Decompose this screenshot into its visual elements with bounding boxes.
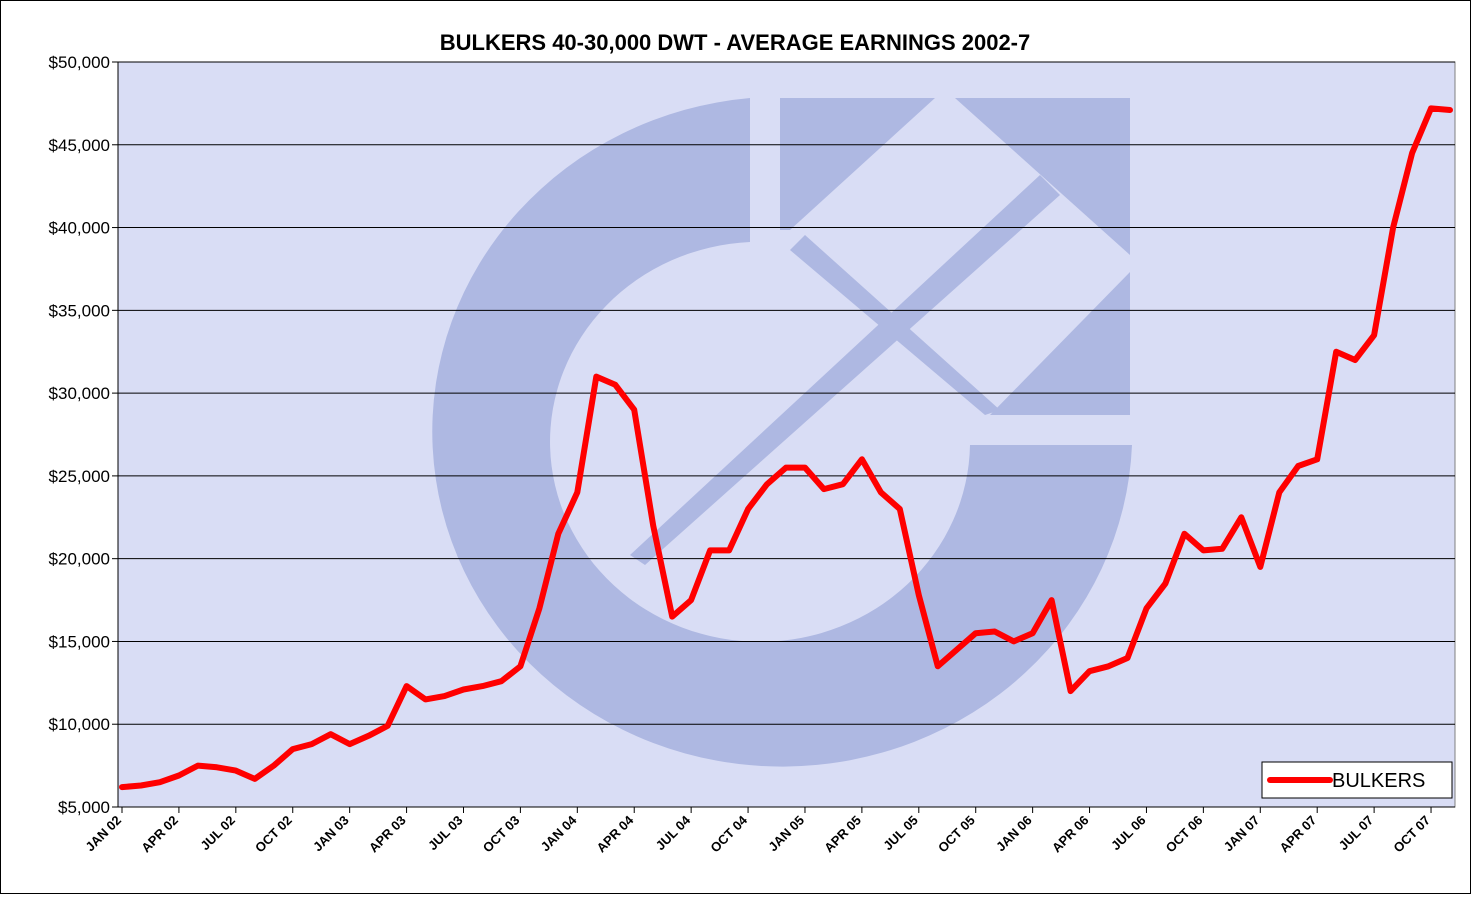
y-tick-label: $50,000 (49, 53, 110, 72)
y-tick-label: $15,000 (49, 632, 110, 651)
y-tick-label: $40,000 (49, 219, 110, 238)
y-tick-label: $10,000 (49, 715, 110, 734)
y-tick-label: $45,000 (49, 136, 110, 155)
y-tick-label: $30,000 (49, 384, 110, 403)
y-tick-label: $20,000 (49, 550, 110, 569)
chart: BULKERS 40-30,000 DWT - AVERAGE EARNINGS… (0, 0, 1471, 894)
legend: BULKERS (1262, 762, 1452, 798)
y-tick-label: $35,000 (49, 301, 110, 320)
y-tick-label: $5,000 (58, 798, 110, 817)
y-tick-label: $25,000 (49, 467, 110, 486)
chart-title: BULKERS 40-30,000 DWT - AVERAGE EARNINGS… (440, 30, 1031, 55)
legend-label: BULKERS (1332, 770, 1425, 792)
